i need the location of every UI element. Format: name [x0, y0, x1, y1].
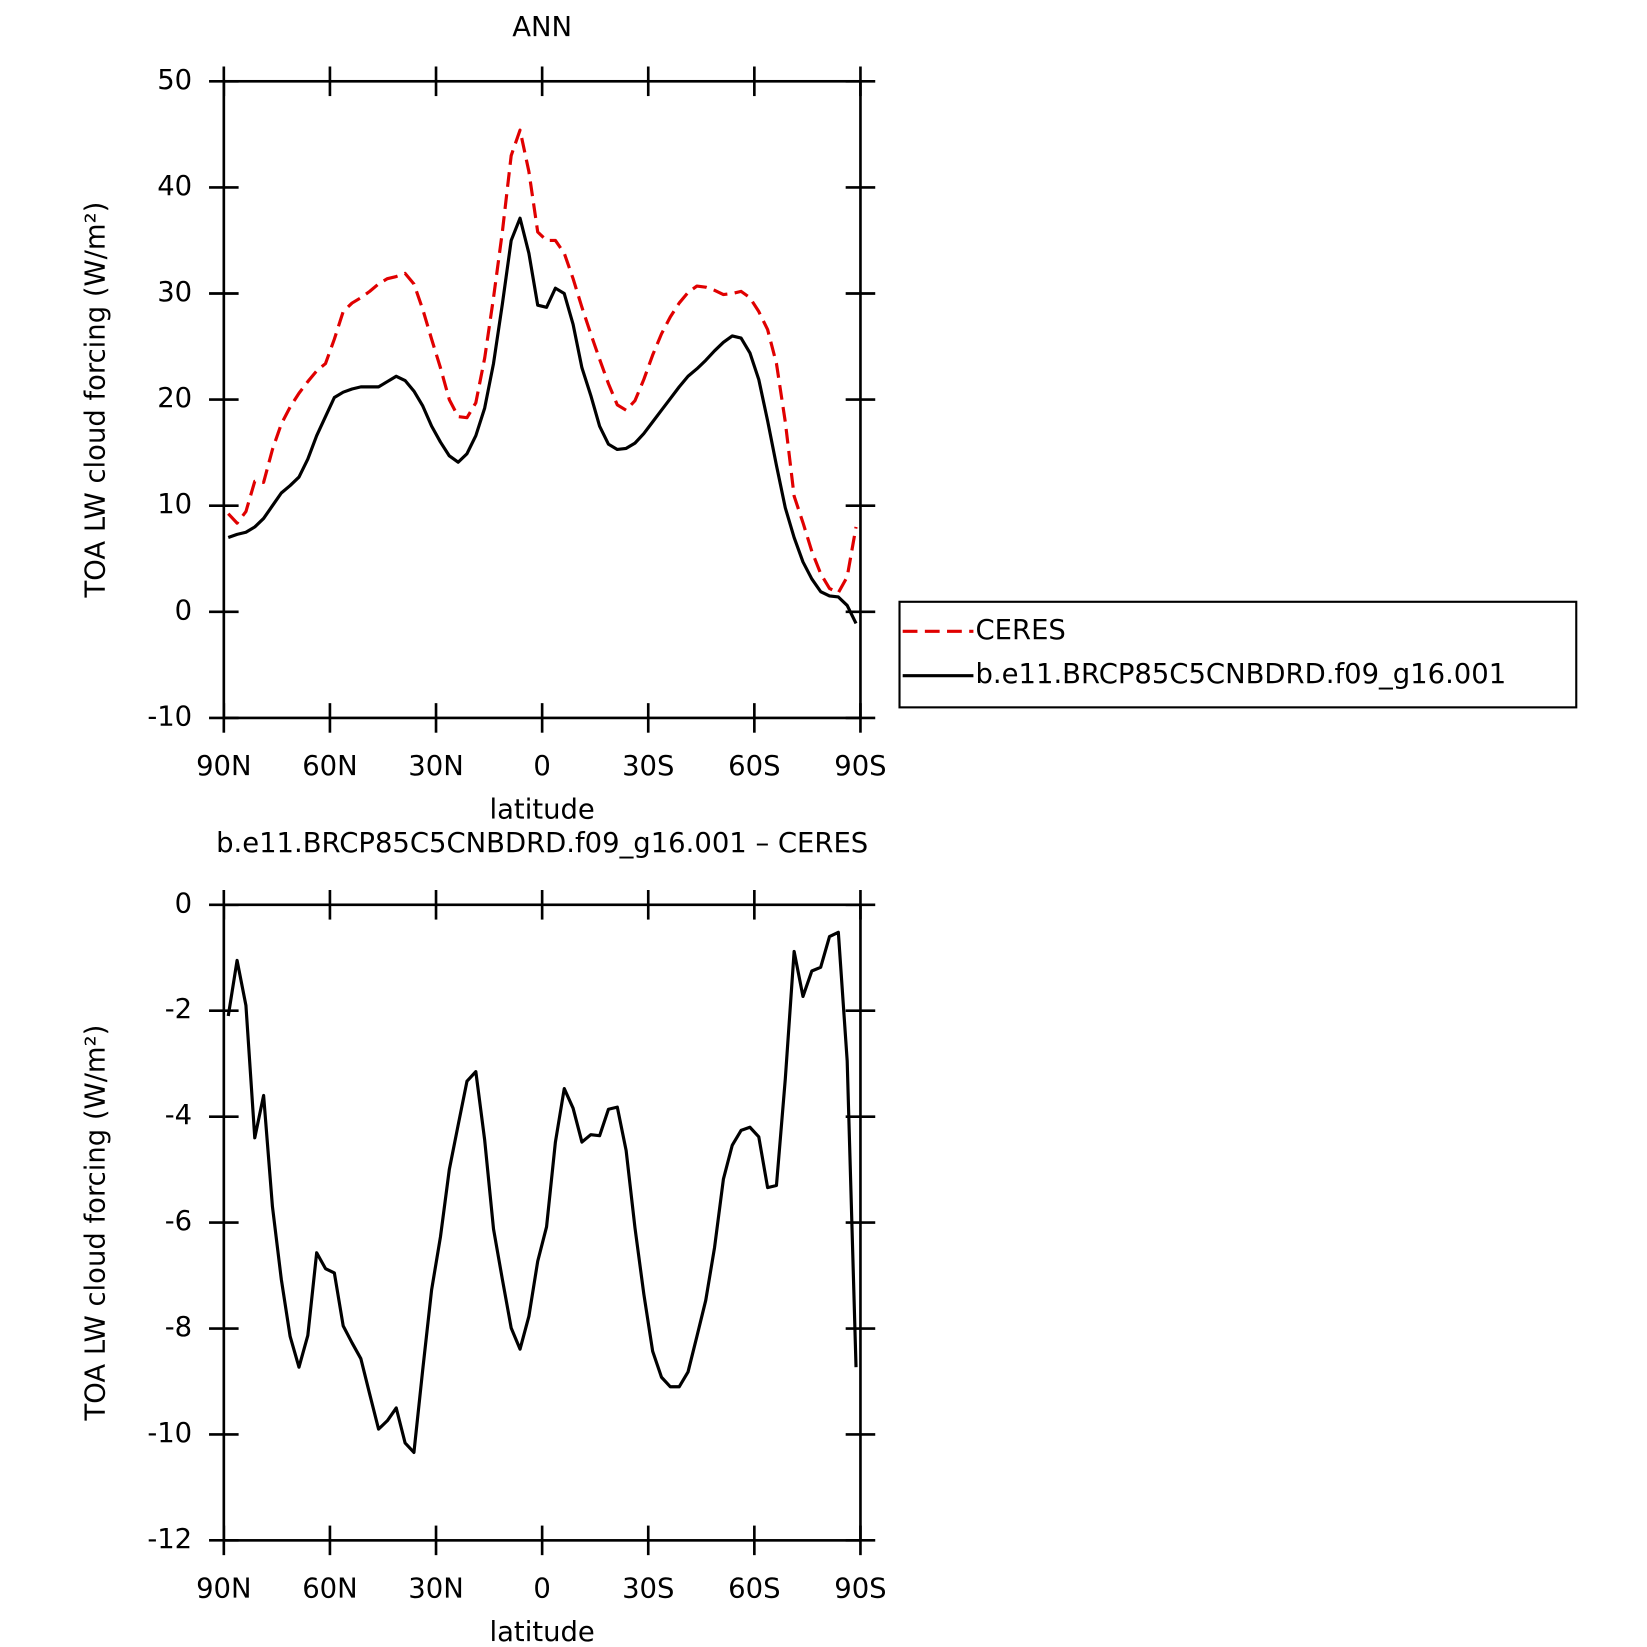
x-tick-label: 30S: [622, 1573, 674, 1604]
y-tick-label: -6: [165, 1206, 192, 1237]
legend-box: [898, 600, 1578, 709]
x-tick-label: 30S: [622, 751, 674, 782]
x-tick-label: 60S: [728, 1573, 780, 1604]
x-tick-label: 0: [533, 1573, 550, 1604]
y-axis-label: TOA LW cloud forcing (W/m²): [81, 1025, 112, 1422]
x-tick-label: 60N: [302, 751, 357, 782]
x-tick-label: 90N: [196, 751, 251, 782]
chart-title: ANN: [512, 12, 572, 43]
x-tick-label: 60N: [302, 1573, 357, 1604]
y-tick-label: 40: [157, 171, 192, 202]
data-line: [227, 216, 858, 625]
x-tick-label: 30N: [408, 1573, 463, 1604]
y-tick-label: 0: [175, 595, 192, 626]
plot-frame: [222, 79, 862, 720]
y-tick-label: -8: [165, 1312, 192, 1343]
y-tick-label: 0: [175, 888, 192, 919]
x-tick-label: 0: [533, 751, 550, 782]
x-axis-label: latitude: [490, 1617, 595, 1647]
y-tick-label: -4: [165, 1100, 192, 1131]
y-tick-label: -2: [165, 994, 192, 1025]
plot-frame: [222, 903, 862, 1542]
x-tick-label: 90N: [196, 1573, 251, 1604]
y-tick-label: 20: [157, 383, 192, 414]
legend-label: CERES: [976, 615, 1066, 646]
y-axis-label: TOA LW cloud forcing (W/m²): [81, 202, 112, 599]
y-tick-label: -10: [147, 701, 192, 732]
y-tick-label: -12: [147, 1524, 192, 1555]
legend-label: b.e11.BRCP85C5CNBDRD.f09_g16.001: [976, 659, 1507, 690]
data-line: [227, 128, 858, 595]
x-axis-label: latitude: [490, 794, 595, 825]
x-tick-label: 60S: [728, 751, 780, 782]
y-tick-label: 30: [157, 277, 192, 308]
y-tick-label: 50: [157, 65, 192, 96]
x-tick-label: 30N: [408, 751, 463, 782]
data-line: [226, 930, 858, 1455]
y-tick-label: -10: [147, 1418, 192, 1449]
chart-title: b.e11.BRCP85C5CNBDRD.f09_g16.001 – CERES: [216, 828, 868, 859]
y-tick-label: 10: [157, 489, 192, 520]
x-tick-label: 90S: [834, 751, 886, 782]
x-tick-label: 90S: [834, 1573, 886, 1604]
